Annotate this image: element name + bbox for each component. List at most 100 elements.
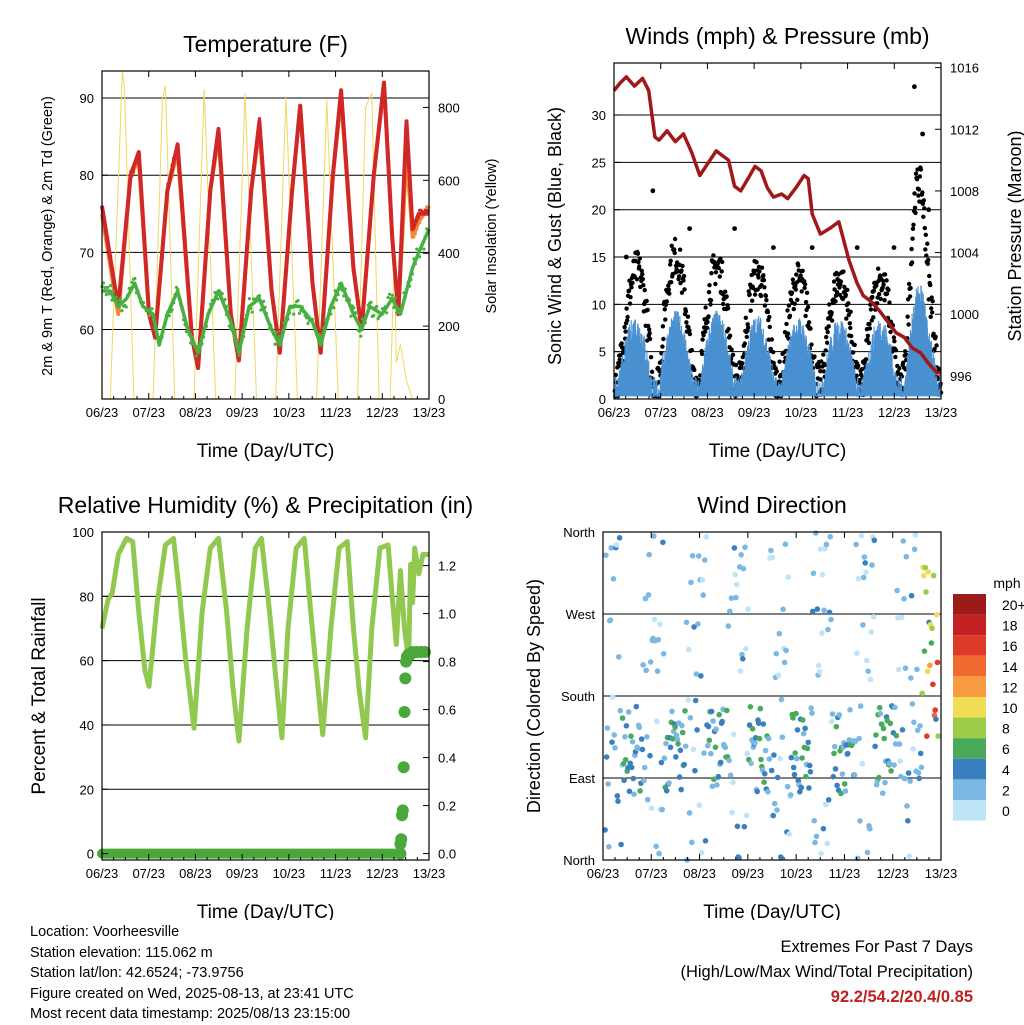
gust-point <box>882 298 887 303</box>
temp-series-3 <box>100 80 430 371</box>
data-point <box>402 186 406 190</box>
gust-point <box>895 369 900 375</box>
data-point <box>174 152 178 156</box>
gust-point <box>930 310 935 315</box>
direction-point <box>628 764 635 771</box>
direction-point <box>888 768 894 774</box>
data-point <box>413 232 417 236</box>
data-point <box>366 246 370 250</box>
gust-point <box>910 226 916 231</box>
direction-point <box>709 783 716 790</box>
data-point <box>119 282 123 286</box>
gust-point <box>922 206 927 211</box>
colorbar-label: 12 <box>1002 679 1018 695</box>
data-point <box>336 293 340 297</box>
gust-point <box>907 294 913 299</box>
x-tick-label: 07/23 <box>644 405 677 420</box>
data-point <box>306 321 310 325</box>
gust-point <box>628 295 633 300</box>
data-point <box>140 199 144 204</box>
y-tick-label: North <box>563 853 595 868</box>
data-point <box>345 166 349 170</box>
data-point <box>365 263 369 267</box>
direction-point <box>819 571 826 578</box>
data-point <box>107 292 111 296</box>
direction-point <box>865 668 871 674</box>
gust-peak <box>650 188 656 194</box>
gust-point <box>923 247 928 252</box>
direction-point <box>901 775 908 782</box>
data-point <box>114 292 118 296</box>
direction-point <box>794 755 800 762</box>
direction-point <box>698 849 705 856</box>
gust-point <box>787 313 793 318</box>
gust-point <box>803 299 809 305</box>
gust-point <box>764 298 769 303</box>
data-point <box>192 342 196 346</box>
data-point <box>160 251 164 255</box>
data-point <box>340 288 344 292</box>
data-point <box>355 289 359 294</box>
gust-point <box>929 295 934 300</box>
data-point <box>164 198 168 202</box>
data-point <box>106 236 110 240</box>
direction-point <box>738 552 744 558</box>
direction-point <box>814 606 821 612</box>
direction-point <box>863 569 869 575</box>
gust-point <box>681 273 687 279</box>
wind-series <box>614 285 942 398</box>
direction-point <box>829 711 836 717</box>
data-point <box>170 308 174 312</box>
gust-point <box>672 247 677 252</box>
direction-point <box>622 757 629 763</box>
data-point <box>180 201 184 205</box>
y-tick-label: 20 <box>592 203 606 218</box>
data-point <box>409 278 413 282</box>
direction-point <box>909 701 916 707</box>
direction-point <box>660 651 667 657</box>
data-point <box>202 335 206 339</box>
data-point <box>375 304 379 309</box>
gust-point <box>743 315 748 320</box>
gust-point <box>928 282 933 288</box>
data-point <box>343 147 347 151</box>
direction-point <box>908 592 915 599</box>
gust-point <box>785 308 790 313</box>
data-point <box>329 204 333 208</box>
gust-point <box>838 279 844 284</box>
direction-point <box>921 648 928 654</box>
data-point <box>398 307 402 311</box>
data-point <box>353 278 357 282</box>
data-point <box>270 328 274 332</box>
data-point <box>256 130 260 135</box>
direction-point <box>743 812 750 819</box>
data-point <box>163 214 167 218</box>
direction-point <box>669 708 675 715</box>
data-point <box>247 297 251 301</box>
data-point <box>376 317 380 321</box>
direction-point <box>924 733 930 739</box>
gust-point <box>724 294 729 299</box>
direction-point <box>930 572 937 579</box>
data-point <box>333 154 337 158</box>
data-point <box>131 170 136 174</box>
data-point <box>295 143 299 147</box>
gust-point <box>705 319 710 325</box>
direction-point <box>934 659 941 666</box>
data-point <box>123 235 127 239</box>
gust-point <box>730 352 736 357</box>
gust-point <box>818 369 823 374</box>
direction-point <box>816 669 823 675</box>
direction-point <box>729 809 735 816</box>
direction-point <box>914 666 920 673</box>
gust-point <box>725 306 731 311</box>
y-axis-label-right: Solar Insolation (Yellow) <box>484 158 500 313</box>
data-point <box>150 325 154 329</box>
data-point <box>120 264 124 268</box>
x-tick-label: 09/23 <box>732 866 765 881</box>
panel-3: Relative Humidity (%) & Precipitation (i… <box>29 492 473 920</box>
direction-point <box>733 594 739 601</box>
data-point <box>305 316 309 320</box>
direction-point <box>744 750 751 757</box>
data-point <box>252 166 256 170</box>
